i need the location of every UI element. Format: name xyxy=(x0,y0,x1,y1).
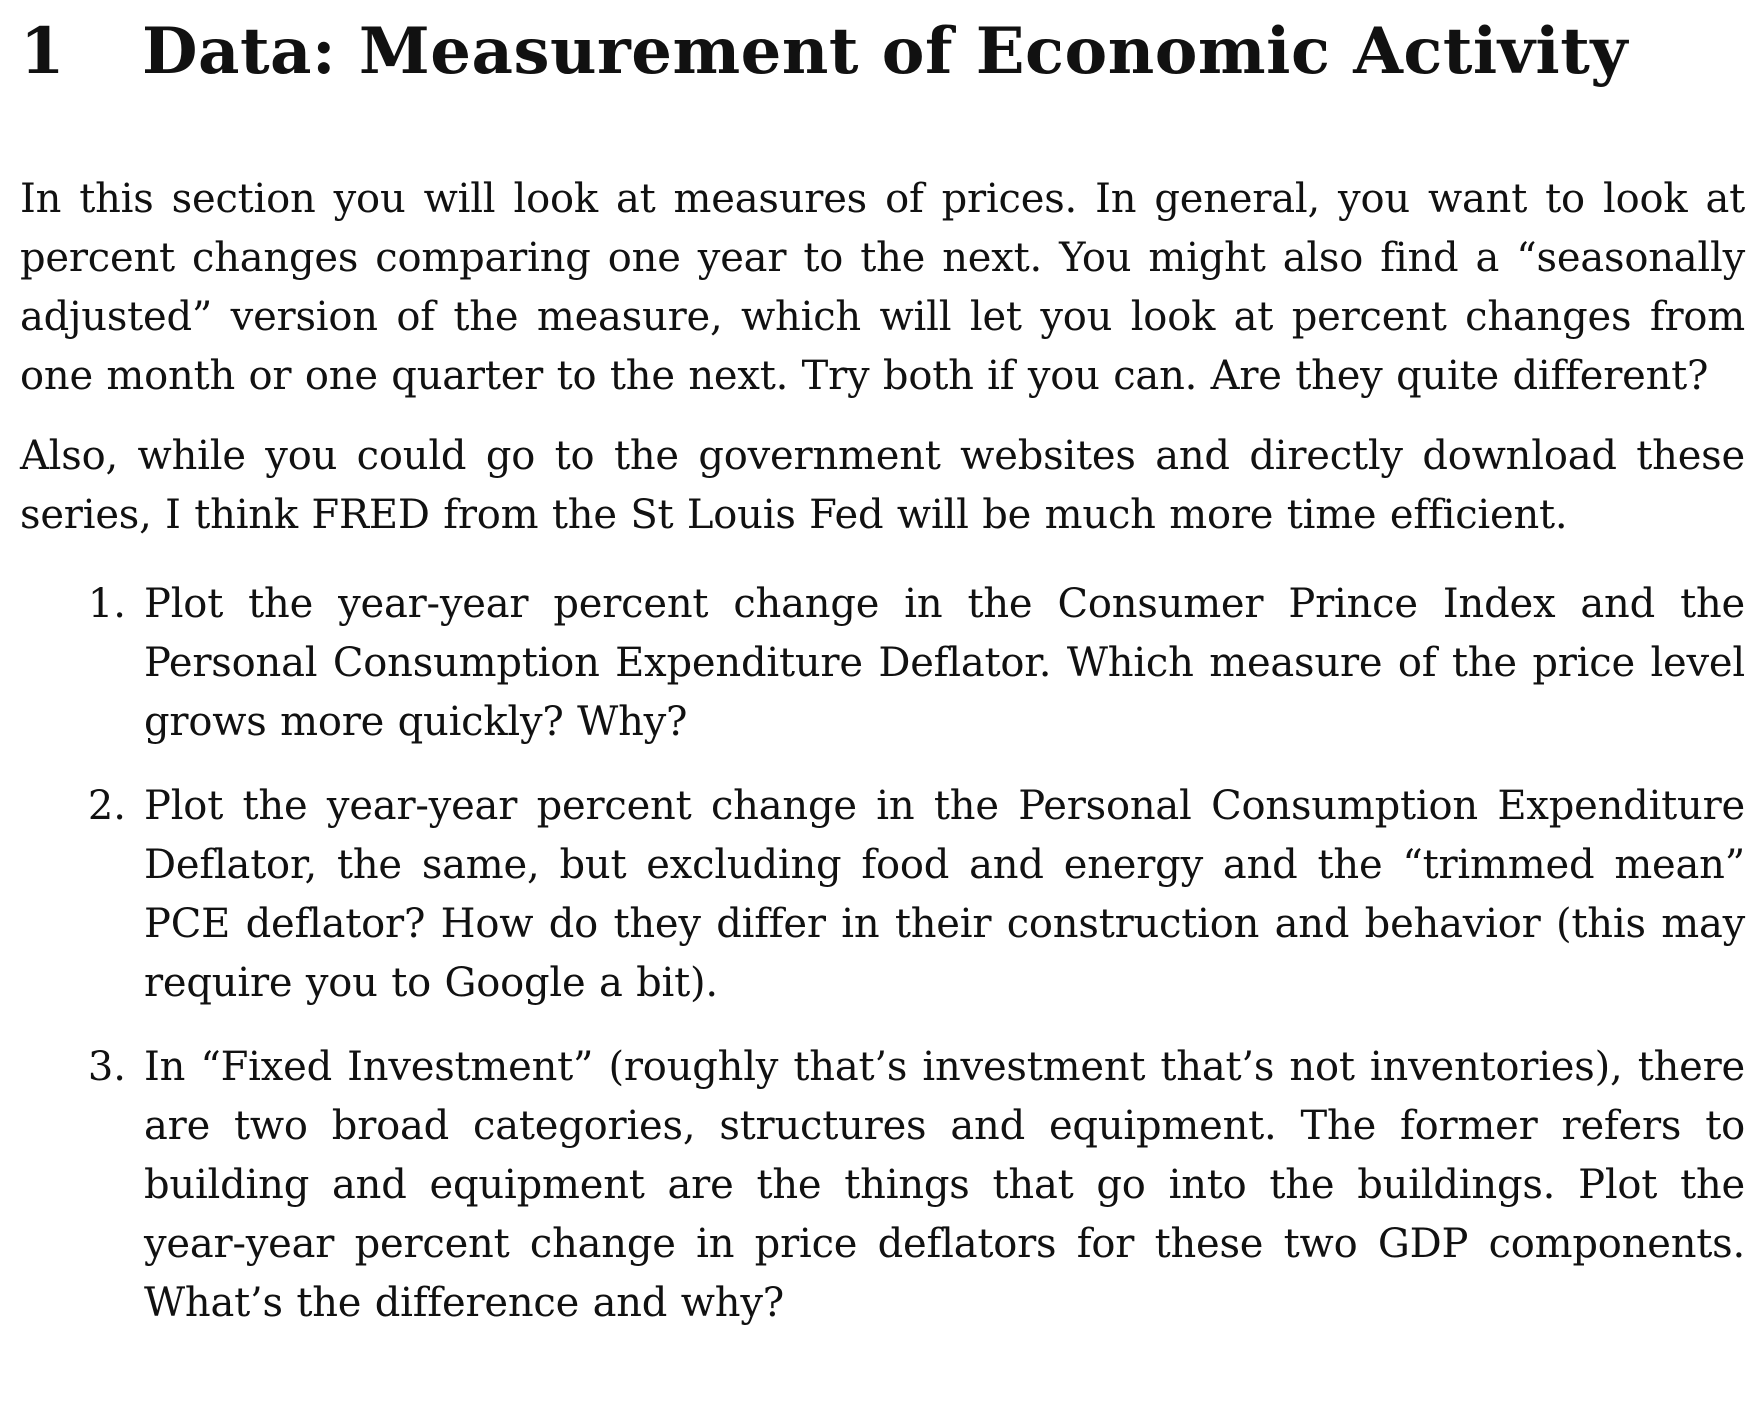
question-text: Plot the year-year percent change in the… xyxy=(144,581,1745,745)
question-item-3: 3. In “Fixed Investment” (roughly that’s… xyxy=(20,1038,1745,1333)
question-item-1: 1. Plot the year-year percent change in … xyxy=(20,575,1745,752)
question-list: 1. Plot the year-year percent change in … xyxy=(20,575,1745,1333)
section-number: 1 xyxy=(20,14,66,89)
intro-paragraph: In this section you will look at measure… xyxy=(20,176,1745,399)
question-number: 2. xyxy=(87,783,126,829)
question-number: 3. xyxy=(87,1044,126,1090)
question-text: Plot the year-year percent change in the… xyxy=(144,783,1745,1006)
section-heading: 1 Data: Measurement of Economic Activity xyxy=(20,0,1745,98)
question-number: 1. xyxy=(87,581,126,627)
question-text: In “Fixed Investment” (roughly that’s in… xyxy=(144,1044,1745,1326)
section-title: Data: Measurement of Economic Activity xyxy=(142,14,1628,89)
document-page: 1 Data: Measurement of Economic Activity… xyxy=(20,0,1745,1358)
fred-paragraph: Also, while you could go to the governme… xyxy=(20,433,1745,538)
question-item-2: 2. Plot the year-year percent change in … xyxy=(20,777,1745,1013)
